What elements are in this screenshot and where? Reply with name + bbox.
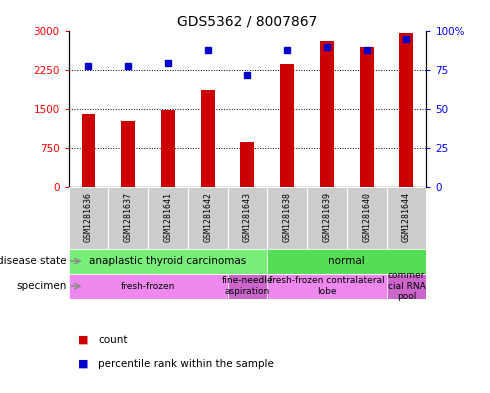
Text: normal: normal — [328, 256, 365, 266]
Text: GSM1281642: GSM1281642 — [203, 192, 212, 242]
Bar — [161, 110, 175, 187]
Text: GSM1281639: GSM1281639 — [322, 192, 331, 242]
Text: ■: ■ — [78, 335, 89, 345]
Bar — [387, 187, 426, 249]
Text: ■: ■ — [78, 358, 89, 369]
Bar — [268, 249, 426, 274]
Bar — [188, 187, 227, 249]
Title: GDS5362 / 8007867: GDS5362 / 8007867 — [177, 15, 318, 29]
Text: commer
cial RNA
pool: commer cial RNA pool — [388, 271, 425, 301]
Bar — [69, 249, 268, 274]
Text: GSM1281636: GSM1281636 — [84, 192, 93, 242]
Bar — [268, 274, 387, 299]
Text: GSM1281643: GSM1281643 — [243, 192, 252, 242]
Bar — [399, 33, 414, 187]
Bar — [360, 47, 374, 187]
Text: specimen: specimen — [16, 281, 67, 291]
Text: fresh-frozen contralateral
lobe: fresh-frozen contralateral lobe — [269, 276, 385, 296]
Bar — [81, 114, 96, 187]
Bar — [148, 187, 188, 249]
Bar — [347, 187, 387, 249]
Text: GSM1281641: GSM1281641 — [164, 192, 172, 242]
Text: GSM1281644: GSM1281644 — [402, 192, 411, 242]
Text: GSM1281637: GSM1281637 — [123, 192, 133, 242]
Text: fresh-frozen: fresh-frozen — [121, 282, 175, 291]
Text: GSM1281640: GSM1281640 — [362, 192, 371, 242]
Bar — [121, 121, 135, 187]
Text: percentile rank within the sample: percentile rank within the sample — [98, 358, 274, 369]
Bar — [268, 187, 307, 249]
Text: fine-needle
aspiration: fine-needle aspiration — [221, 276, 273, 296]
Bar — [387, 274, 426, 299]
Bar — [69, 187, 108, 249]
Bar — [227, 187, 268, 249]
Bar — [201, 90, 215, 187]
Text: GSM1281638: GSM1281638 — [283, 192, 292, 242]
Text: anaplastic thyroid carcinomas: anaplastic thyroid carcinomas — [89, 256, 246, 266]
Bar — [69, 274, 227, 299]
Text: disease state: disease state — [0, 256, 67, 266]
Bar — [227, 274, 268, 299]
Bar — [320, 41, 334, 187]
Bar — [307, 187, 347, 249]
Bar — [108, 187, 148, 249]
Bar — [241, 142, 254, 187]
Bar — [280, 64, 294, 187]
Text: count: count — [98, 335, 127, 345]
